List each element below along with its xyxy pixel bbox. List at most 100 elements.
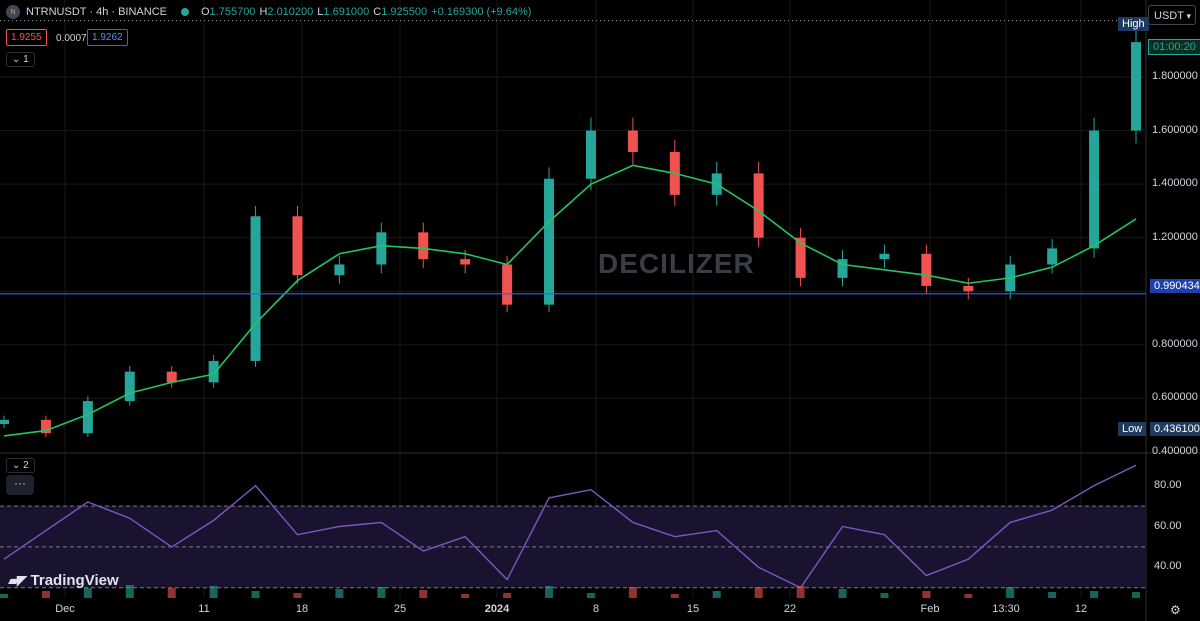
indicator-toggle-2[interactable]: ⌄ 2: [6, 458, 35, 473]
time-tick-label: 22: [783, 603, 797, 615]
candle-body: [1089, 130, 1100, 249]
volume-bar: [964, 594, 973, 598]
volume-bar: [922, 591, 931, 598]
candle-body: [963, 285, 974, 292]
volume-bar: [754, 587, 763, 598]
price-tick-label: 0.400000: [1152, 445, 1198, 457]
bid-price[interactable]: 1.9255: [6, 29, 47, 46]
symbol-title[interactable]: NTRNUSDT · 4h · BINANCE: [26, 6, 167, 18]
ohlc-key: H: [259, 6, 268, 18]
candle-body: [418, 232, 429, 260]
moving-average-line: [3, 164, 1137, 437]
volume-bar: [167, 588, 176, 598]
spread-value: 0.0007: [56, 33, 87, 44]
candle-body: [124, 371, 135, 402]
candle-body: [292, 216, 303, 276]
candle-body: [460, 259, 471, 265]
candle-body: [334, 264, 345, 276]
volume-bar: [419, 590, 428, 598]
candle-body: [795, 237, 806, 278]
low-price-tag: 0.436100: [1150, 422, 1200, 436]
candle-body: [376, 232, 387, 265]
volume-bar: [503, 593, 512, 598]
volume-bar: [251, 591, 260, 598]
volume-bar: [335, 589, 344, 598]
indicator-toggle-1[interactable]: ⌄ 1: [6, 52, 35, 67]
ohlc-value: 2.010200: [267, 6, 314, 18]
time-tick-label: 11: [198, 603, 210, 615]
ohlc-key: O: [200, 6, 210, 18]
market-status-dot: [180, 8, 189, 16]
time-tick-label: Dec: [55, 603, 75, 615]
time-tick-label: 12: [1074, 603, 1088, 615]
volume-bar: [796, 586, 805, 598]
time-tick-label: 15: [686, 603, 700, 615]
candle-body: [921, 253, 932, 286]
volume-bar: [1006, 587, 1015, 598]
volume-bar: [293, 593, 302, 598]
ohlc-value: +0.169300 (+9.64%): [431, 6, 532, 18]
candle-body: [544, 178, 555, 305]
rsi-tick-label: 80.00: [1154, 478, 1182, 491]
indicator-count: 2: [23, 460, 29, 471]
ohlc-value: 1.925500: [381, 6, 428, 18]
tradingview-logo-icon: ▰◤: [8, 572, 27, 588]
price-tick-label: 1.600000: [1152, 123, 1198, 136]
volume-bar: [670, 594, 679, 598]
candle-body: [82, 401, 93, 434]
watermark: DECILIZER: [598, 248, 755, 279]
volume-bar: [209, 586, 218, 598]
candle-body: [0, 419, 9, 425]
volume-bar: [0, 594, 8, 598]
time-tick-label: 13:30: [992, 603, 1020, 615]
volume-bar: [377, 587, 386, 598]
price-tick-label: 1.400000: [1152, 177, 1198, 190]
ohlc-value: 1.755700: [209, 6, 256, 18]
ask-price[interactable]: 1.9262: [87, 29, 128, 46]
volume-bar: [1090, 591, 1099, 598]
currency-select[interactable]: USDT ▾: [1148, 5, 1196, 25]
indicator-count: 1: [23, 54, 29, 65]
settings-gear-icon[interactable]: ⚙: [1170, 603, 1181, 617]
ohlc-key: C: [373, 6, 382, 18]
rsi-tick-label: 60.00: [1154, 519, 1182, 532]
volume-bar: [1048, 592, 1057, 598]
more-options-button[interactable]: ···: [6, 475, 34, 495]
candle-body: [879, 253, 890, 260]
candle-body: [40, 419, 51, 434]
volume-bar: [41, 591, 50, 598]
volume-bar: [586, 593, 595, 598]
chevron-down-icon: ▾: [1186, 11, 1191, 21]
candle-body: [627, 130, 638, 152]
volume-bar: [83, 588, 92, 598]
time-tick-label: 18: [295, 603, 309, 615]
candle-body: [208, 360, 219, 383]
rsi-line: [3, 464, 1137, 589]
time-tick-label: Feb: [920, 603, 940, 615]
candle-body: [1047, 248, 1058, 265]
horizontal-line-price-tag[interactable]: 0.990434: [1150, 279, 1200, 293]
volume-bar: [712, 591, 721, 598]
volume-bar: [545, 586, 554, 598]
chart-header: N NTRNUSDT · 4h · BINANCE O1.755700 H2.01…: [6, 5, 535, 19]
volume-bar: [838, 589, 847, 598]
candle-body: [1131, 42, 1141, 131]
volume-bar: [1132, 592, 1140, 598]
tradingview-logo[interactable]: ▰◤ TradingView: [8, 572, 119, 589]
chevron-down-icon: ⌄: [12, 54, 21, 65]
time-tick-label: 8: [592, 603, 600, 615]
volume-bar: [880, 593, 889, 598]
currency-label: USDT: [1154, 10, 1184, 22]
candle-body: [585, 130, 596, 179]
time-tick-label: 25: [393, 603, 407, 615]
price-tick-label: 0.600000: [1152, 391, 1198, 404]
candle-body: [753, 173, 764, 238]
countdown-tag: 01:00:20: [1148, 39, 1200, 55]
candle-body: [502, 264, 513, 305]
high-tag: High: [1118, 17, 1149, 31]
ohlc-value: 1.691000: [323, 6, 370, 18]
candle-body: [837, 259, 848, 278]
ohlc-values: O1.755700 H2.010200 L1.691000 C1.925500 +0.1…: [201, 6, 535, 18]
time-tick-label: 2024: [484, 603, 510, 615]
